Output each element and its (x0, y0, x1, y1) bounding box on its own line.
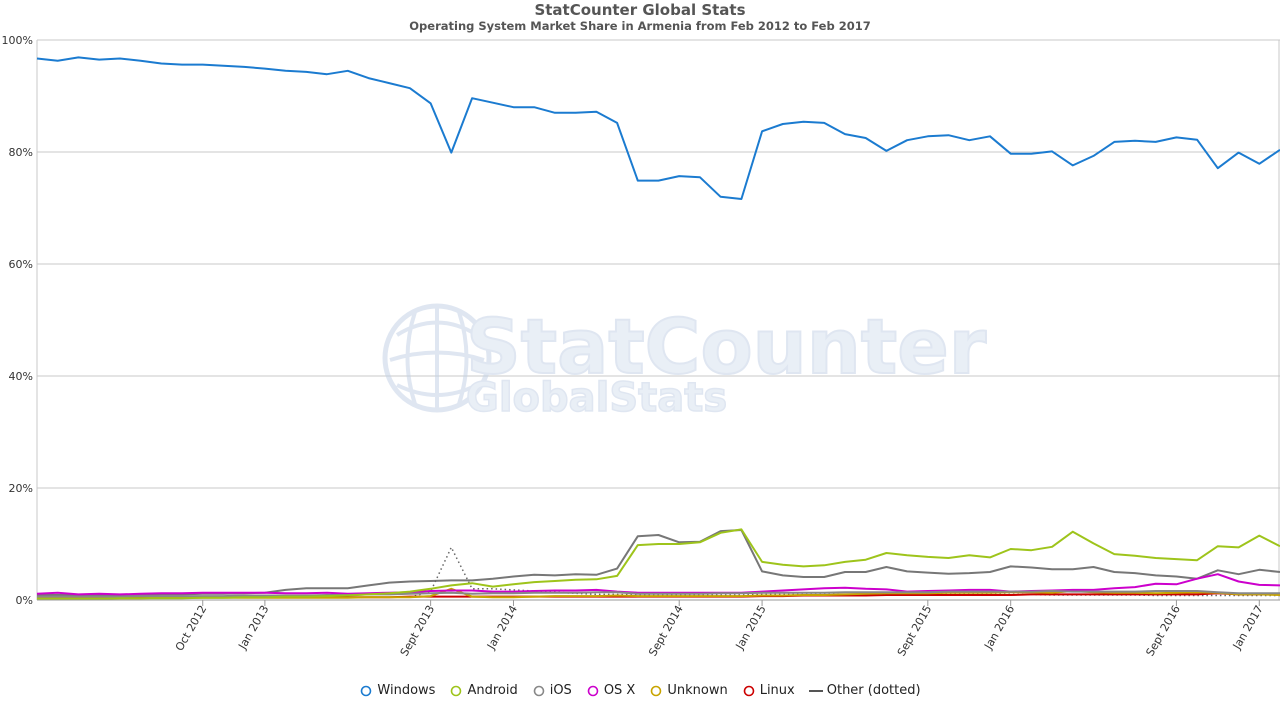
x-tick-label: Jan 2013 (235, 603, 271, 652)
x-tick-label: Jan 2017 (1230, 603, 1266, 652)
x-tick-label: Sept 2015 (895, 603, 935, 658)
line-chart: StatCounter GlobalStats 0% 20% 40% 60% 80% 10… (2, 34, 1280, 658)
x-tick-label: Jan 2014 (484, 603, 520, 652)
series-line-android (37, 528, 1280, 600)
x-axis-ticks: Oct 2012 Jan 2013 Sept 2013 Jan 2014 Sept 20… (173, 600, 1266, 658)
circle-marker-icon (742, 685, 756, 697)
legend-item-unknown[interactable]: Unknown (649, 683, 728, 698)
legend-label: Unknown (667, 683, 728, 698)
series-line-windows (36, 56, 1280, 200)
series-line-ios (37, 590, 1280, 598)
legend-item-ios[interactable]: iOS (532, 683, 572, 698)
legend-item-linux[interactable]: Linux (742, 683, 795, 698)
legend-item-android[interactable]: Android (449, 683, 518, 698)
legend-item-other-dotted-[interactable]: Other (dotted) (808, 683, 921, 698)
legend-label: OS X (603, 683, 636, 698)
y-tick-label: 20% (9, 482, 33, 495)
legend-item-os-x[interactable]: OS X (586, 683, 636, 698)
legend-label: Windows (377, 683, 436, 698)
y-tick-label: 60% (9, 258, 33, 271)
y-axis-ticks: 0% 20% 40% 60% 80% 100% (2, 34, 33, 607)
circle-marker-icon (359, 685, 373, 697)
x-tick-label: Jan 2016 (981, 603, 1017, 652)
y-tick-label: 100% (2, 34, 33, 47)
series-lines (36, 56, 1280, 600)
line-marker-icon (808, 685, 823, 697)
chart-subtitle: Operating System Market Share in Armenia… (409, 19, 871, 33)
x-tick-label: Oct 2012 (173, 603, 210, 653)
series-line-os-x (36, 573, 1280, 596)
circle-marker-icon (586, 685, 600, 697)
x-tick-label: Sept 2013 (398, 603, 438, 658)
chart-title: StatCounter Global Stats (534, 1, 746, 19)
y-tick-label: 80% (9, 146, 33, 159)
legend-item-windows[interactable]: Windows (359, 683, 435, 698)
legend-label: Linux (759, 683, 795, 698)
watermark-line-1: StatCounter (466, 302, 987, 391)
x-tick-label: Sept 2014 (646, 603, 686, 658)
chart-legend: Windows Android iOS OS X Unknown Linux Other (… (0, 683, 1280, 698)
circle-marker-icon (449, 685, 463, 697)
x-tick-label: Jan 2015 (733, 603, 769, 652)
circle-marker-icon (649, 685, 663, 697)
legend-label: Android (467, 683, 518, 698)
grid-lines (36, 39, 1280, 600)
legend-label: Other (dotted) (826, 683, 921, 698)
y-tick-label: 40% (9, 370, 33, 383)
watermark-line-2: GlobalStats (466, 375, 727, 421)
x-tick-label: Sept 2016 (1143, 603, 1183, 658)
series-line-other-solid-gray- (37, 529, 1280, 596)
statcounter-watermark: StatCounter GlobalStats (382, 301, 988, 422)
y-tick-label: 0% (16, 594, 33, 607)
legend-label: iOS (549, 683, 572, 698)
circle-marker-icon (532, 685, 546, 697)
